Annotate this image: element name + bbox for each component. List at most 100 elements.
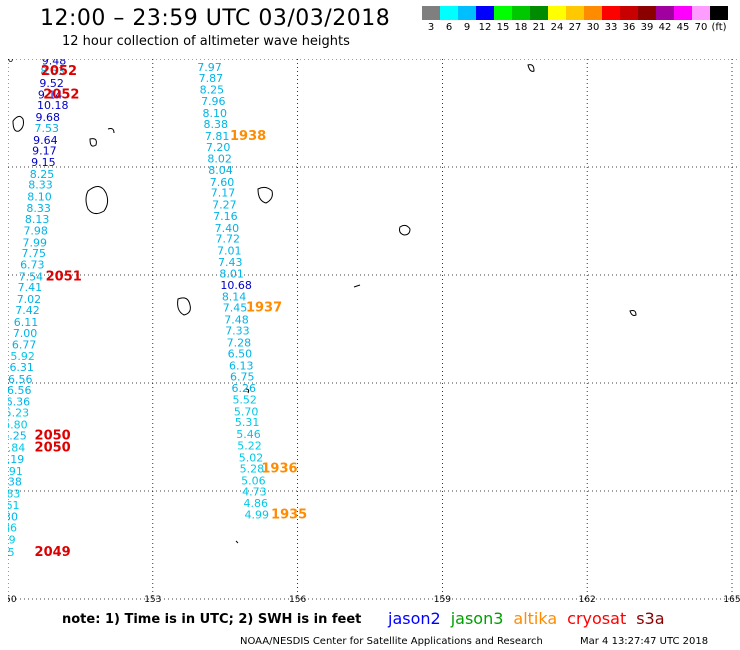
- swh-value-label: 7.33: [225, 324, 250, 337]
- pass-time-label: 2049: [35, 545, 71, 560]
- colorbar-label: 70: [694, 22, 708, 33]
- swh-value-label: 5.91: [8, 465, 23, 478]
- swh-value-label: 7.17: [211, 187, 236, 200]
- pass-time-label: 2051: [46, 269, 82, 284]
- colorbar-swatch: [530, 6, 548, 20]
- swh-value-label: 9.17: [32, 145, 57, 158]
- legend-item-altika: altika: [513, 609, 558, 628]
- swh-value-label: 6.56: [8, 373, 33, 386]
- swh-value-label: 8.33: [28, 179, 53, 192]
- swh-value-label: 6.50: [228, 348, 253, 361]
- swh-value-label: 7.98: [23, 225, 48, 238]
- swh-value-label: 7.75: [22, 247, 47, 260]
- colorbar-label: 24: [550, 22, 564, 33]
- colorbar-label: 9: [463, 22, 471, 33]
- colorbar-label: 36: [622, 22, 636, 33]
- island: [399, 224, 411, 236]
- colorbar-swatch: [674, 6, 692, 20]
- pass-time-label: 2052: [43, 87, 79, 102]
- colorbar-swatch: [476, 6, 494, 20]
- swh-value-label: 9.15: [31, 156, 56, 169]
- swh-value-label: 6.77: [12, 338, 37, 351]
- swh-value-label: 8.53: [40, 65, 65, 78]
- generated-timestamp: Mar 4 13:27:47 UTC 2018: [580, 636, 709, 647]
- island: [85, 186, 109, 215]
- islands: [12, 64, 637, 544]
- x-tick-label: 156: [289, 595, 306, 604]
- x-tick-label: 162: [579, 595, 596, 604]
- swh-value-label: 5.84: [8, 442, 25, 455]
- colorbar-label: 39: [640, 22, 654, 33]
- swh-value-label: 7.96: [201, 95, 226, 108]
- colorbar-swatch: [548, 6, 566, 20]
- swh-value-label: 8.25: [200, 84, 225, 97]
- island: [89, 138, 97, 147]
- swh-value-label: 5.80: [8, 418, 28, 431]
- satellite-legend: jason2 jason3 altika cryosat s3a: [388, 609, 675, 628]
- swh-value-label: 7.41: [18, 281, 43, 294]
- swh-value-label: 7.00: [13, 327, 38, 340]
- swh-value-label: 5.70: [234, 405, 259, 418]
- wave-height-map: 9.488.539.529.1410.189.687.539.649.179.1…: [8, 59, 740, 604]
- island: [353, 284, 361, 288]
- swh-value-label: 4.99: [245, 509, 269, 522]
- swh-value-label: 7.48: [224, 314, 249, 327]
- swh-value-label: 7.72: [216, 233, 241, 246]
- swh-value-label: 9.68: [36, 111, 61, 124]
- swh-value-label: 6.11: [14, 316, 39, 329]
- swh-value-label: 7.42: [15, 304, 39, 317]
- colorbar: [422, 6, 728, 20]
- x-tick-label: 153: [144, 595, 161, 604]
- legend-item-jason3: jason3: [450, 609, 504, 628]
- colorbar-label: 6: [445, 22, 453, 33]
- swh-value-label: 5.02: [239, 451, 264, 464]
- credit-text: NOAA/NESDIS Center for Satellite Applica…: [240, 636, 543, 647]
- footer-note: note: 1) Time is in UTC; 2) SWH is in fe…: [62, 612, 362, 627]
- swh-value-label: 7.81: [205, 130, 230, 143]
- colorbar-label: 33: [604, 22, 618, 33]
- swh-value-label: 8.14: [222, 290, 247, 303]
- colorbar-label: 30: [586, 22, 600, 33]
- swh-value-label: 9.52: [39, 77, 64, 90]
- x-tick-label: 165: [723, 595, 740, 604]
- swh-value-label: 8.33: [26, 202, 50, 215]
- swh-value-label: 5.83: [8, 487, 20, 500]
- swh-value-label: 5.46: [236, 428, 261, 441]
- swh-value-label: 7.28: [227, 336, 252, 349]
- swh-value-label: 7.99: [22, 236, 47, 249]
- swh-value-label: 6.36: [8, 396, 30, 409]
- colorbar-label: 12: [478, 22, 492, 33]
- swh-value-label: 4.86: [8, 522, 17, 535]
- swh-value-label: 7.54: [19, 270, 44, 283]
- swh-value-label: 7.02: [17, 293, 42, 306]
- swh-value-label: 5.52: [232, 394, 257, 407]
- swh-value-label: 6.31: [9, 361, 33, 374]
- swh-value-label: 7.53: [35, 122, 60, 135]
- pass-time-label: 1938: [230, 129, 266, 144]
- island: [245, 388, 250, 394]
- y-tick-label: 10: [8, 59, 14, 65]
- swh-value-label: 6.38: [8, 476, 22, 489]
- swh-value-label: 5.28: [240, 463, 265, 476]
- colorbar-labels: 3 6 9 12 15 18 21 24 27 30 33 36 39 42 45 70 (ft): [422, 22, 728, 34]
- colorbar-label: 45: [676, 22, 690, 33]
- swh-value-label: 7.87: [199, 72, 224, 85]
- swh-value-label: 7.01: [217, 244, 242, 257]
- pass-time-label: 2050: [35, 429, 71, 444]
- swh-value-label: 9.64: [33, 134, 58, 147]
- colorbar-swatch: [494, 6, 512, 20]
- swh-value-label: 7.60: [210, 176, 235, 189]
- swh-value-label: 10.68: [220, 279, 252, 292]
- colorbar-swatch: [458, 6, 476, 20]
- legend-item-s3a: s3a: [636, 609, 665, 628]
- swh-value-label: 6.25: [8, 430, 27, 443]
- swh-value-label: 8.01: [219, 268, 244, 281]
- swh-value-label: 9.48: [42, 59, 67, 67]
- swh-value-label: 7.27: [212, 199, 237, 212]
- colorbar-swatch: [422, 6, 440, 20]
- island: [107, 128, 115, 134]
- swh-value-label: 9.14: [38, 88, 63, 101]
- swh-value-label: 8.10: [203, 107, 228, 120]
- colorbar-label: (ft): [711, 22, 727, 33]
- axis-ticks: 1501531561591621650246810: [8, 59, 740, 604]
